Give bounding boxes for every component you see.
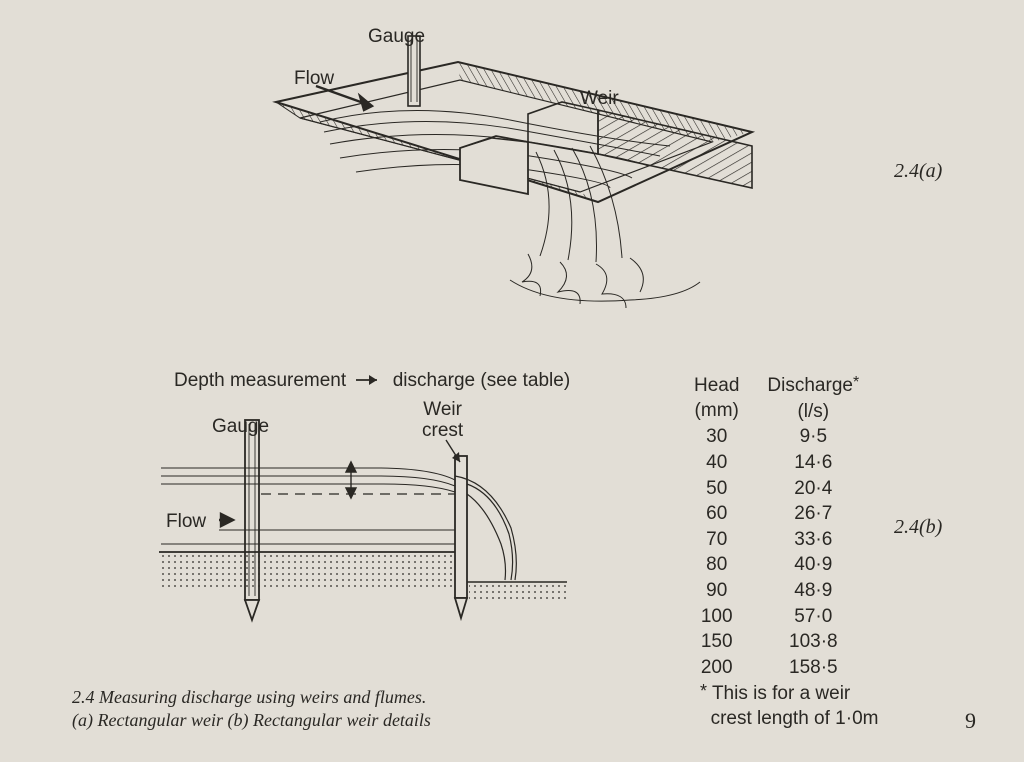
table-row: 8040·9 bbox=[680, 552, 873, 578]
table-row: 150103·8 bbox=[680, 629, 873, 655]
table-footnote: * This is for a weir crest length of 1·0… bbox=[700, 680, 960, 731]
table-row: 6026·7 bbox=[680, 501, 873, 527]
figure-ref-a: 2.4(a) bbox=[894, 160, 942, 183]
cell-head: 150 bbox=[680, 629, 753, 655]
discharge-header-star: * bbox=[853, 374, 859, 391]
cell-head: 40 bbox=[680, 450, 753, 476]
cell-head: 200 bbox=[680, 655, 753, 681]
footnote-line1: This is for a weir bbox=[712, 683, 850, 704]
cell-discharge: 40·9 bbox=[753, 552, 873, 578]
col-discharge-header: Discharge* (l/s) bbox=[753, 372, 873, 424]
caption-line1: 2.4 Measuring discharge using weirs and … bbox=[72, 687, 426, 707]
label-weir-crest: Weir crest bbox=[422, 400, 463, 442]
label-discharge-see-table: discharge (see table) bbox=[393, 370, 570, 391]
arrow-icon bbox=[355, 370, 383, 392]
discharge-header-l1: Discharge bbox=[767, 375, 853, 396]
cell-discharge: 9·5 bbox=[753, 424, 873, 450]
discharge-header-l2: (l/s) bbox=[797, 401, 829, 422]
label-flow-b: Flow bbox=[166, 511, 206, 533]
head-header-l1: Head bbox=[694, 375, 739, 396]
footnote-star: * bbox=[700, 681, 707, 701]
caption-line2: (a) Rectangular weir (b) Rectangular wei… bbox=[72, 710, 431, 730]
weir-crest-leader bbox=[442, 438, 472, 468]
cell-discharge: 158·5 bbox=[753, 655, 873, 681]
table-row: 7033·6 bbox=[680, 527, 873, 553]
cell-head: 50 bbox=[680, 476, 753, 502]
cell-discharge: 14·6 bbox=[753, 450, 873, 476]
depth-discharge-line: Depth measurement discharge (see table) bbox=[174, 370, 654, 392]
figure-caption: 2.4 Measuring discharge using weirs and … bbox=[72, 686, 431, 733]
figure-ref-b: 2.4(b) bbox=[894, 516, 942, 539]
label-gauge-b: Gauge bbox=[212, 416, 269, 438]
cell-head: 30 bbox=[680, 424, 753, 450]
cell-discharge: 33·6 bbox=[753, 527, 873, 553]
cell-discharge: 57·0 bbox=[753, 604, 873, 630]
cell-head: 60 bbox=[680, 501, 753, 527]
discharge-table: Head (mm) Discharge* (l/s) 309·54014·650… bbox=[680, 372, 873, 681]
label-flow-a: Flow bbox=[294, 68, 334, 90]
col-head-header: Head (mm) bbox=[680, 372, 753, 424]
page-number: 9 bbox=[965, 708, 976, 734]
cell-discharge: 26·7 bbox=[753, 501, 873, 527]
head-header-l2: (mm) bbox=[695, 400, 739, 421]
cell-head: 70 bbox=[680, 527, 753, 553]
cell-discharge: 103·8 bbox=[753, 629, 873, 655]
cell-head: 90 bbox=[680, 578, 753, 604]
table-row: 309·5 bbox=[680, 424, 873, 450]
depth-arrow bbox=[346, 462, 356, 498]
cell-head: 100 bbox=[680, 604, 753, 630]
label-depth-measurement: Depth measurement bbox=[174, 370, 346, 391]
table-row: 5020·4 bbox=[680, 476, 873, 502]
cell-discharge: 48·9 bbox=[753, 578, 873, 604]
table-row: 10057·0 bbox=[680, 604, 873, 630]
table-row: 4014·6 bbox=[680, 450, 873, 476]
table-row: 200158·5 bbox=[680, 655, 873, 681]
table-row: 9048·9 bbox=[680, 578, 873, 604]
figure-2-4-a bbox=[260, 30, 760, 330]
cell-head: 80 bbox=[680, 552, 753, 578]
label-weir-crest-l1: Weir bbox=[423, 399, 462, 420]
cell-discharge: 20·4 bbox=[753, 476, 873, 502]
label-weir-a: Weir bbox=[580, 88, 619, 110]
label-gauge-a: Gauge bbox=[368, 26, 425, 48]
footnote-line2: crest length of 1·0m bbox=[711, 708, 879, 729]
